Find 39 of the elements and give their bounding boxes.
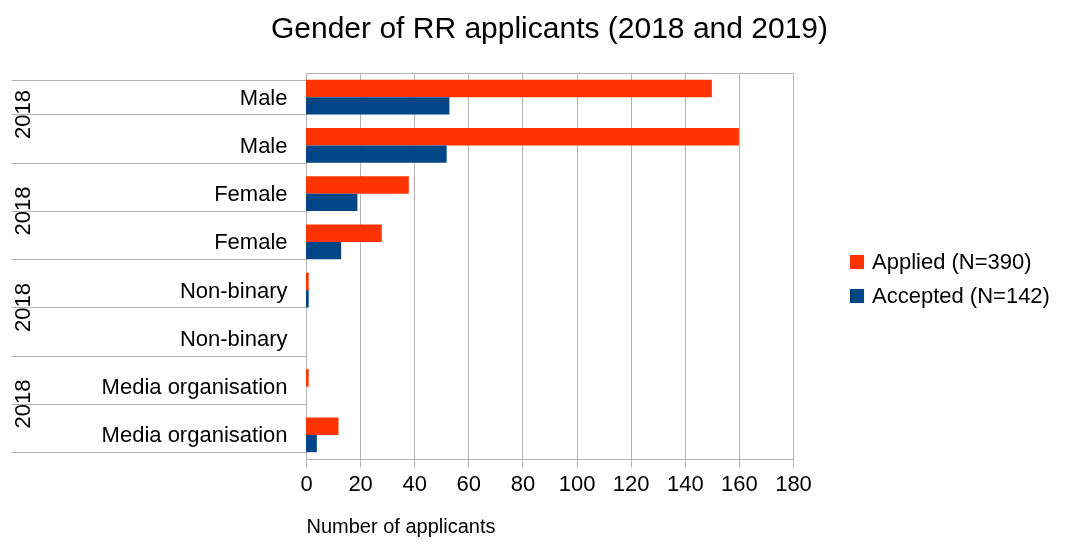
text: 2018 (10, 283, 35, 332)
bar (306, 79, 712, 98)
bar (306, 176, 409, 194)
x-tick-label: 60 (456, 470, 482, 496)
bar (306, 417, 339, 435)
x-tick-label: 120 (612, 470, 650, 496)
legend-label: Accepted (N=142) (872, 283, 1050, 308)
x-tick-label: 100 (558, 470, 596, 496)
bar (306, 145, 447, 163)
bar (306, 290, 309, 308)
bar (306, 272, 309, 291)
text: 2018 (10, 379, 35, 429)
y-tick-label: Non-binary (179, 325, 288, 351)
bar (306, 241, 342, 260)
x-tick-label: 140 (666, 470, 704, 496)
bar (306, 224, 382, 242)
y-tick-label: Male (239, 84, 288, 110)
legend-label: Applied (N=390) (872, 249, 1032, 274)
x-tick-label: 0 (300, 470, 313, 496)
bar (306, 97, 450, 115)
chart-title: Gender of RR applicants (2018 and 2019) (270, 11, 829, 44)
x-axis-title: Number of applicants (306, 514, 496, 537)
y-tick-label: Media organisation (101, 422, 288, 448)
bar (306, 369, 309, 387)
text: 2018 (10, 186, 35, 236)
x-tick-label: 40 (402, 470, 427, 496)
y-tick-label: Female (214, 181, 288, 207)
y-tick-label: Male (239, 132, 288, 158)
text: 2018 (10, 90, 35, 139)
bar (306, 128, 739, 146)
x-tick-label: 180 (775, 470, 812, 496)
x-tick-label: 160 (721, 470, 758, 496)
y-tick-label: Media organisation (101, 374, 288, 400)
y-tick-label: Female (214, 229, 288, 255)
x-tick-label: 20 (348, 470, 373, 496)
bar (306, 434, 317, 453)
bar (306, 193, 358, 211)
x-tick-label: 80 (510, 470, 536, 496)
y-tick-label: Non-binary (179, 277, 288, 303)
